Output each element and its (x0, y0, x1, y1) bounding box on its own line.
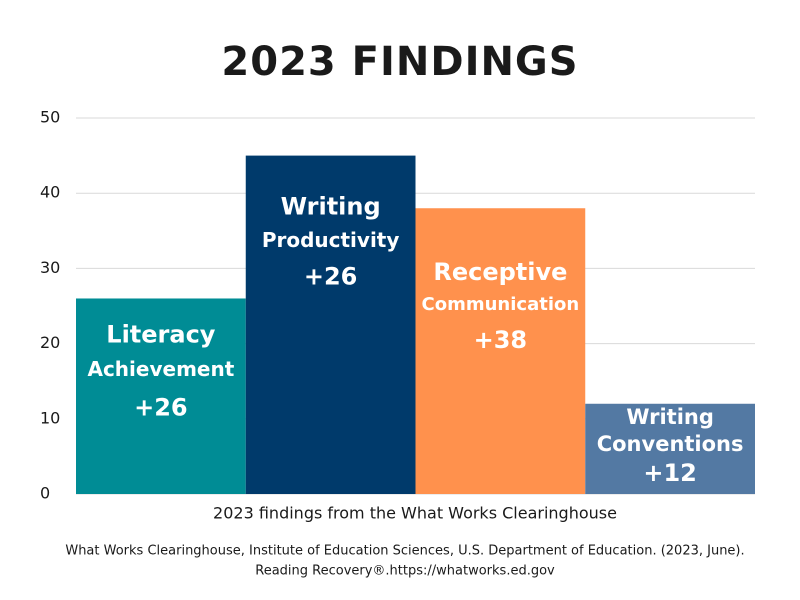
bar-label: Communication (422, 294, 580, 315)
y-tick-label: 30 (40, 258, 60, 277)
source: What Works Clearinghouse, Institute of E… (65, 544, 744, 559)
bar-label: Literacy (106, 320, 216, 348)
y-tick-label: 40 (40, 183, 60, 202)
bar-label: Productivity (262, 228, 400, 252)
source: Reading Recovery®.https://whatworks.ed.g… (255, 564, 555, 579)
y-tick-label: 0 (40, 484, 50, 503)
bar (76, 298, 246, 494)
y-tick-label: 10 (40, 408, 60, 427)
bar-label: +26 (134, 393, 188, 421)
bar-label: +12 (643, 459, 697, 487)
y-tick-label: 50 (40, 108, 60, 127)
y-tick-label: 20 (40, 333, 60, 352)
bar-label: Writing (626, 405, 714, 429)
bar-label: Receptive (433, 258, 567, 286)
bar-label: +26 (304, 263, 358, 291)
bar-label: Writing (281, 193, 381, 221)
bar (415, 208, 586, 495)
bar (245, 155, 416, 494)
bar (585, 403, 755, 494)
bar-label: +38 (474, 326, 528, 354)
x-axis-label: 2023 findings from the What Works Cleari… (213, 504, 617, 523)
bar-label: Conventions (597, 432, 744, 456)
bar-label: Achievement (87, 357, 234, 381)
chart-title: 2023 FINDINGS (221, 39, 578, 85)
